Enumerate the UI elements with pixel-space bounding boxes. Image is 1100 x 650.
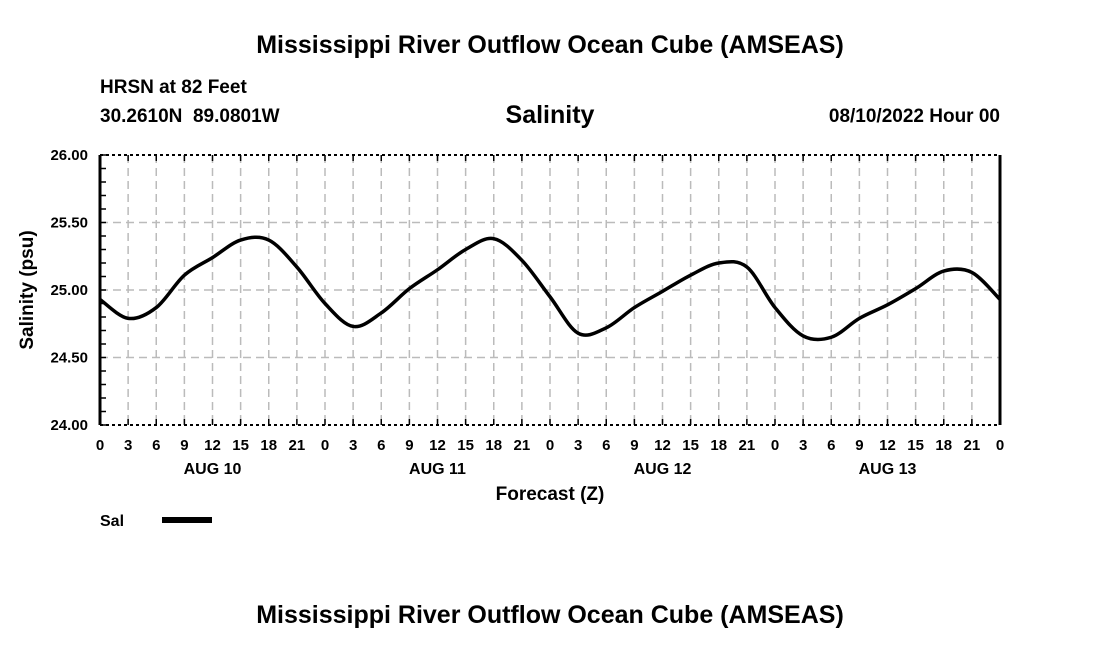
x-tick-label: 12 xyxy=(429,437,446,454)
x-tick-label: 3 xyxy=(799,437,807,454)
day-label: AUG 13 xyxy=(859,461,917,478)
footer-title: Mississippi River Outflow Ocean Cube (AM… xyxy=(256,601,844,629)
page-title: Mississippi River Outflow Ocean Cube (AM… xyxy=(256,31,844,59)
x-tick-label: 15 xyxy=(907,437,924,454)
x-tick-label: 9 xyxy=(405,437,413,454)
x-tick-label: 21 xyxy=(289,437,306,454)
x-tick-label: 0 xyxy=(96,437,104,454)
y-tick-label: 24.00 xyxy=(50,417,88,434)
x-tick-label: 21 xyxy=(964,437,981,454)
x-tick-label: 21 xyxy=(514,437,531,454)
x-tick-label: 21 xyxy=(739,437,756,454)
day-label: AUG 12 xyxy=(634,461,692,478)
x-tick-label: 12 xyxy=(204,437,221,454)
x-tick-label: 0 xyxy=(546,437,554,454)
day-label: AUG 10 xyxy=(184,461,242,478)
y-tick-label: 24.50 xyxy=(50,350,88,367)
x-tick-label: 18 xyxy=(935,437,952,454)
x-tick-label: 9 xyxy=(855,437,863,454)
x-tick-label: 6 xyxy=(827,437,835,454)
x-tick-label: 12 xyxy=(879,437,896,454)
station-label: HRSN at 82 Feet xyxy=(100,77,247,98)
series-line-sal xyxy=(98,235,1002,342)
x-tick-label: 0 xyxy=(996,437,1004,454)
datetime-label: 08/10/2022 Hour 00 xyxy=(828,106,1000,127)
y-tick-label: 26.00 xyxy=(50,147,88,164)
x-tick-label: 12 xyxy=(654,437,671,454)
x-tick-label: 15 xyxy=(682,437,699,454)
x-tick-label: 0 xyxy=(771,437,779,454)
x-axis-label: Forecast (Z) xyxy=(496,484,605,505)
x-tick-label: 3 xyxy=(349,437,357,454)
x-tick-label: 18 xyxy=(710,437,727,454)
x-tick-label: 15 xyxy=(232,437,249,454)
x-tick-label: 9 xyxy=(180,437,188,454)
grid xyxy=(100,155,1000,425)
y-tick-label: 25.50 xyxy=(50,215,88,232)
x-tick-label: 6 xyxy=(377,437,385,454)
coords-label: 30.2610N 89.0801W xyxy=(100,106,280,127)
x-tick-label: 18 xyxy=(260,437,277,454)
legend-label-sal: Sal xyxy=(100,513,124,530)
x-tick-label: 3 xyxy=(124,437,132,454)
x-tick-label: 15 xyxy=(457,437,474,454)
variable-title: Salinity xyxy=(505,101,595,129)
x-tick-label: 3 xyxy=(574,437,582,454)
y-tick-label: 25.00 xyxy=(50,282,88,299)
axes: 0 3 6 9 12 15 18 21 0 3 6 9 12 15 18 21 0 3 6 9 12 15 18 21 0 3 6 9… xyxy=(50,147,1004,478)
x-tick-label: 0 xyxy=(321,437,329,454)
x-tick-label: 18 xyxy=(485,437,502,454)
day-label: AUG 11 xyxy=(409,461,466,478)
x-tick-label: 9 xyxy=(630,437,638,454)
x-tick-label: 6 xyxy=(152,437,160,454)
y-axis-label: Salinity (psu) xyxy=(17,230,38,349)
x-tick-label: 6 xyxy=(602,437,610,454)
